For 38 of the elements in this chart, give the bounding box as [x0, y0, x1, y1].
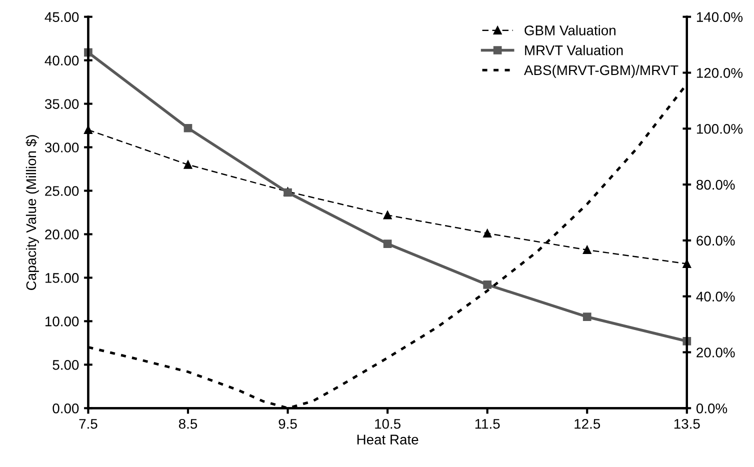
y-tick-label: 40.00 — [44, 56, 79, 66]
y-tick-label: 20.00 — [45, 230, 79, 240]
legend-label: ABS(MRVT-GBM)/MRVT — [524, 64, 678, 78]
y-tick-label: 0.00 — [52, 403, 79, 414]
y-tick-label: 5.00 — [52, 360, 79, 370]
y-tick-label: 10.00 — [45, 316, 79, 326]
y2-tick-label: 60.0% — [696, 236, 735, 246]
y2-tick-label: 80.0% — [696, 180, 735, 190]
y2-tick-label: 20.0% — [696, 348, 735, 358]
point — [582, 312, 592, 322]
x-tick-label: 10.5 — [375, 418, 400, 429]
y-tick-label: 30.00 — [44, 142, 79, 152]
point — [184, 124, 192, 132]
y-tick-label: 25.00 — [45, 186, 79, 196]
point — [383, 210, 392, 220]
point — [184, 160, 192, 169]
x-tick-label: 9.5 — [278, 418, 297, 429]
point — [383, 240, 392, 248]
y-tick-label: 35.00 — [44, 99, 79, 109]
x-tick-label: 11.5 — [475, 419, 500, 429]
y-axis-title: Capacity Value (Million $) — [26, 135, 39, 290]
x-axis-title: Heat Rate — [357, 434, 418, 444]
y-tick-label: 45.00 — [44, 12, 79, 22]
y-tick-label: 15.00 — [45, 273, 79, 283]
y2-tick-label: 40.0% — [696, 292, 735, 302]
legend-label: MRVT Valuation — [525, 45, 623, 56]
x-tick-label: 8.5 — [178, 418, 198, 429]
point — [483, 229, 492, 238]
x-tick-label: 7.5 — [79, 419, 98, 429]
y2-tick-label: 0.0% — [696, 403, 728, 414]
point — [483, 280, 492, 289]
legend-label: GBM Valuation — [524, 25, 616, 36]
point — [582, 246, 592, 254]
x-tick-label: 12.5 — [574, 418, 600, 429]
y2-tick-label: 140.0% — [696, 12, 743, 22]
y2-tick-label: 100.0% — [696, 124, 743, 134]
x-tick-label: 13.5 — [674, 418, 700, 429]
y2-tick-label: 120.0% — [696, 68, 743, 78]
